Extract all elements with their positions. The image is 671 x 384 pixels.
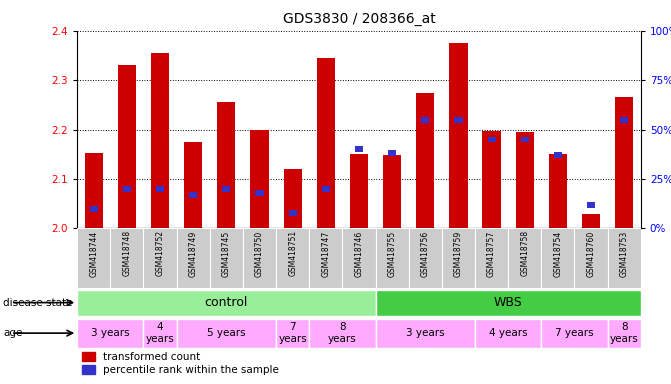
- Text: 3 years: 3 years: [91, 328, 130, 338]
- Text: 5 years: 5 years: [207, 328, 246, 338]
- Bar: [350, 154, 368, 228]
- Bar: [309, 319, 376, 348]
- Bar: [90, 206, 98, 212]
- Text: GSM418754: GSM418754: [554, 230, 562, 276]
- Text: GSM418759: GSM418759: [454, 230, 463, 276]
- Bar: [608, 319, 641, 348]
- Text: WBS: WBS: [494, 296, 523, 309]
- Bar: [189, 192, 197, 198]
- Bar: [521, 137, 529, 142]
- Legend: transformed count, percentile rank within the sample: transformed count, percentile rank withi…: [83, 352, 279, 375]
- Text: GSM418753: GSM418753: [620, 230, 629, 276]
- Bar: [376, 290, 641, 316]
- Text: 8
years: 8 years: [610, 322, 639, 344]
- Bar: [176, 228, 210, 288]
- Bar: [317, 58, 335, 228]
- Text: control: control: [205, 296, 248, 309]
- Bar: [276, 228, 309, 288]
- Bar: [416, 93, 434, 228]
- Bar: [554, 152, 562, 158]
- Bar: [574, 228, 608, 288]
- Bar: [383, 155, 401, 228]
- Text: GSM418758: GSM418758: [520, 230, 529, 276]
- Bar: [549, 154, 567, 228]
- Bar: [482, 131, 501, 228]
- Text: GSM418760: GSM418760: [586, 230, 596, 276]
- Bar: [222, 186, 230, 192]
- Bar: [256, 190, 264, 196]
- Bar: [541, 228, 574, 288]
- Bar: [250, 129, 268, 228]
- Bar: [210, 228, 243, 288]
- Bar: [421, 117, 429, 122]
- Bar: [582, 214, 600, 228]
- Text: GSM418749: GSM418749: [189, 230, 198, 276]
- Bar: [615, 98, 633, 228]
- Bar: [442, 228, 475, 288]
- Bar: [342, 228, 376, 288]
- Bar: [123, 186, 131, 192]
- Bar: [587, 202, 595, 208]
- Bar: [276, 319, 309, 348]
- Bar: [289, 210, 297, 216]
- Bar: [355, 146, 363, 152]
- Bar: [541, 319, 608, 348]
- Bar: [309, 228, 342, 288]
- Bar: [77, 228, 110, 288]
- Text: disease state: disease state: [3, 298, 73, 308]
- Bar: [184, 142, 203, 228]
- Bar: [376, 319, 475, 348]
- Bar: [144, 228, 176, 288]
- Text: GSM418752: GSM418752: [156, 230, 164, 276]
- Text: 4 years: 4 years: [489, 328, 527, 338]
- Bar: [475, 228, 508, 288]
- Bar: [243, 228, 276, 288]
- Text: GDS3830 / 208366_at: GDS3830 / 208366_at: [282, 12, 435, 25]
- Bar: [608, 228, 641, 288]
- Bar: [85, 153, 103, 228]
- Bar: [176, 319, 276, 348]
- Text: 8
years: 8 years: [328, 322, 357, 344]
- Bar: [450, 43, 468, 228]
- Text: GSM418757: GSM418757: [487, 230, 496, 276]
- Text: GSM418745: GSM418745: [222, 230, 231, 276]
- Text: GSM418755: GSM418755: [388, 230, 397, 276]
- Text: GSM418750: GSM418750: [255, 230, 264, 276]
- Bar: [118, 65, 136, 228]
- Bar: [284, 169, 302, 228]
- Bar: [409, 228, 442, 288]
- Bar: [488, 137, 496, 142]
- Bar: [454, 117, 462, 122]
- Bar: [515, 132, 534, 228]
- Bar: [376, 228, 409, 288]
- Bar: [151, 53, 169, 228]
- Text: 4
years: 4 years: [146, 322, 174, 344]
- Text: GSM418746: GSM418746: [354, 230, 364, 276]
- Bar: [321, 186, 330, 192]
- Bar: [475, 319, 541, 348]
- Bar: [217, 103, 236, 228]
- Text: GSM418744: GSM418744: [89, 230, 98, 276]
- Text: GSM418747: GSM418747: [321, 230, 330, 276]
- Text: age: age: [3, 328, 23, 338]
- Text: 7 years: 7 years: [555, 328, 594, 338]
- Text: GSM418756: GSM418756: [421, 230, 430, 276]
- Bar: [77, 319, 144, 348]
- Bar: [620, 117, 628, 122]
- Bar: [156, 186, 164, 192]
- Text: 3 years: 3 years: [406, 328, 445, 338]
- Bar: [144, 319, 176, 348]
- Bar: [388, 151, 397, 156]
- Bar: [77, 290, 376, 316]
- Text: 7
years: 7 years: [278, 322, 307, 344]
- Text: GSM418748: GSM418748: [122, 230, 132, 276]
- Text: GSM418751: GSM418751: [288, 230, 297, 276]
- Bar: [110, 228, 144, 288]
- Bar: [508, 228, 541, 288]
